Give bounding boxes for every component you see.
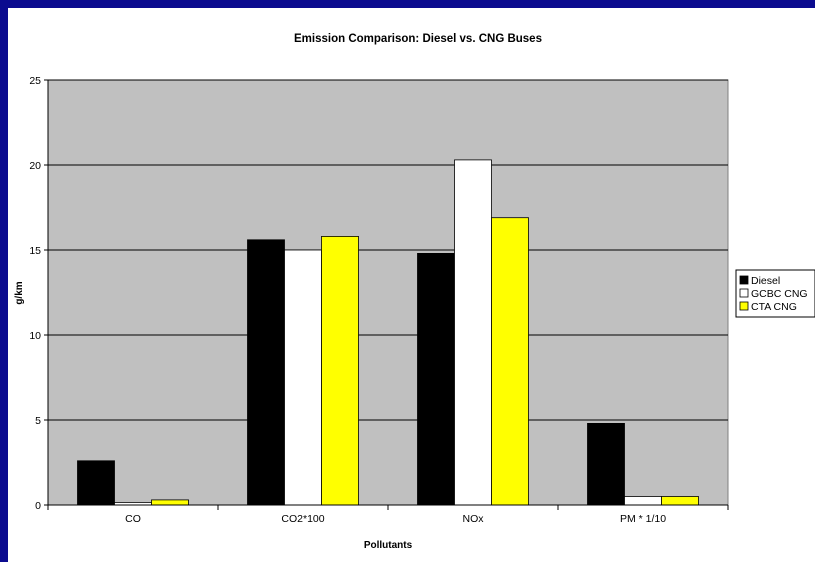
y-tick-label: 0 bbox=[35, 500, 41, 512]
x-tick-label: PM * 1/10 bbox=[620, 513, 666, 525]
bar-gcbc-cng bbox=[454, 159, 492, 506]
legend-label: CTA CNG bbox=[751, 301, 797, 313]
legend-swatch bbox=[739, 301, 749, 311]
bar-diesel bbox=[417, 252, 455, 506]
legend-box bbox=[735, 269, 815, 318]
chart-title: Emission Comparison: Diesel vs. CNG Buse… bbox=[294, 33, 542, 45]
y-axis-title: g/km bbox=[14, 281, 25, 304]
x-tick-label: CO2*100 bbox=[281, 513, 324, 525]
bar-diesel bbox=[587, 422, 625, 506]
bar-diesel bbox=[247, 239, 285, 506]
bars bbox=[77, 159, 699, 506]
emission-bar-chart: Emission Comparison: Diesel vs. CNG Buse… bbox=[14, 33, 815, 551]
bar-cta-cng bbox=[661, 496, 699, 506]
x-tick-label: CO bbox=[125, 513, 141, 525]
y-tick-label: 10 bbox=[29, 330, 41, 342]
y-tick-label: 25 bbox=[29, 75, 41, 87]
bar-cta-cng bbox=[491, 217, 529, 506]
bar-cta-cng bbox=[151, 499, 189, 506]
y-tick-label: 5 bbox=[35, 415, 41, 427]
legend-label: Diesel bbox=[751, 275, 780, 287]
y-tick-label: 20 bbox=[29, 160, 41, 172]
legend-swatch bbox=[739, 275, 749, 285]
x-tick-label: NOx bbox=[463, 513, 485, 525]
bar-cta-cng bbox=[321, 235, 359, 506]
x-axis-title: Pollutants bbox=[364, 540, 413, 551]
legend-swatch bbox=[739, 288, 749, 298]
plot-area bbox=[47, 79, 729, 506]
bar-gcbc-cng bbox=[624, 496, 662, 506]
bar-gcbc-cng bbox=[284, 249, 322, 506]
axes: 0 5 10 15 20 25 CO CO2*100 NOx PM * 1/10 bbox=[29, 75, 729, 525]
legend-label: GCBC CNG bbox=[751, 288, 808, 300]
y-tick-label: 15 bbox=[29, 245, 41, 257]
bar-diesel bbox=[77, 460, 115, 506]
chart-area: Emission Comparison: Diesel vs. CNG Buse… bbox=[8, 8, 815, 562]
gridlines bbox=[48, 79, 728, 421]
